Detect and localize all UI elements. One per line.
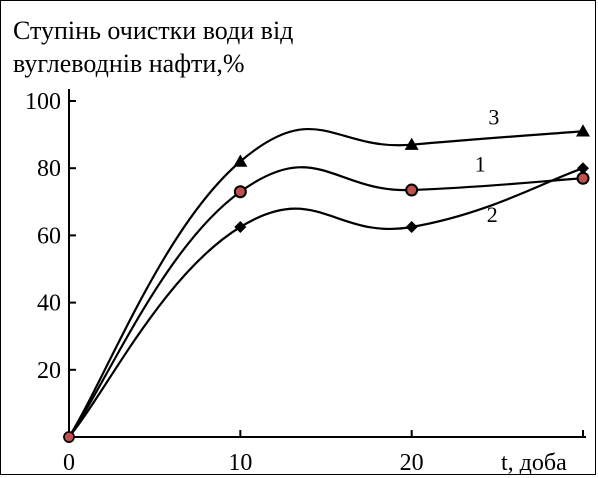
series-2-point-20: [405, 221, 418, 233]
series-3-point-30: [576, 124, 590, 137]
series-3-line: [68, 127, 584, 438]
x-tick-label-10: 10: [228, 450, 252, 476]
y-tick-label-20: 20: [37, 358, 61, 384]
x-tick-label-0: 0: [63, 450, 75, 476]
series-2-point-10: [234, 221, 247, 233]
y-tick-label-60: 60: [37, 223, 61, 249]
series-2-line: [68, 167, 584, 438]
series-1-label: 1: [475, 152, 486, 177]
series-layer: 12 3: [63, 105, 590, 443]
series-3-point-20: [404, 137, 419, 150]
series-1: 1: [63, 152, 590, 443]
y-tick-label-100: 100: [25, 89, 61, 115]
series-1-line: [68, 166, 584, 438]
chart-title-line-1: Ступінь очистки води від: [13, 16, 293, 45]
series-3-label: 3: [488, 105, 499, 130]
series-2: 2: [63, 162, 589, 443]
x-axis-label: t, доба: [501, 450, 567, 476]
series-1-point-20: [405, 183, 419, 197]
series-1-point-30: [576, 171, 590, 185]
chart-title-line-2: вуглеводнів нафти,%: [13, 49, 244, 78]
x-tick-label-20: 20: [400, 450, 424, 476]
series-3-point-10: [233, 154, 248, 167]
y-tick-label-80: 80: [37, 156, 61, 182]
series-3: 3: [63, 105, 590, 443]
y-ticks: 20 40 60 80 100: [25, 89, 76, 384]
series-2-label: 2: [487, 202, 498, 227]
x-ticks: 0 10 20: [63, 430, 584, 476]
series-2-point-30: [577, 162, 589, 175]
y-tick-label-40: 40: [37, 291, 61, 317]
series-1-point-10: [233, 185, 247, 199]
series-3-point-0: [63, 431, 75, 443]
